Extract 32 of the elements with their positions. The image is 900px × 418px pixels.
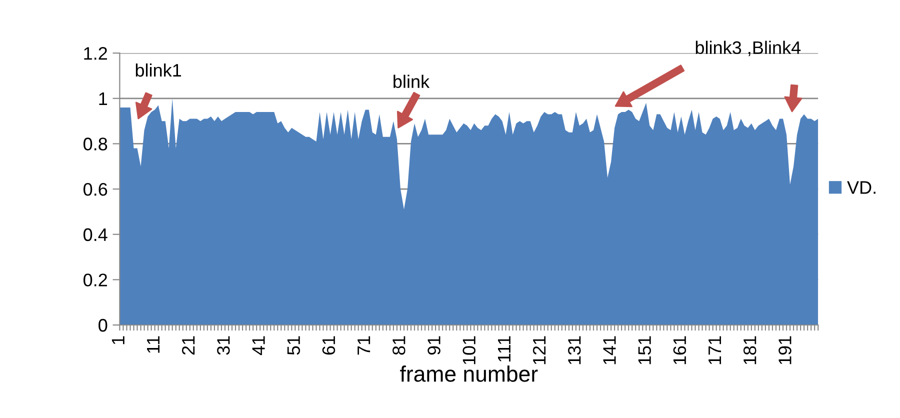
x-tick-label: 101 bbox=[462, 336, 476, 364]
x-tick-label: 91 bbox=[428, 336, 440, 355]
y-tick-label: 0.2 bbox=[84, 274, 107, 286]
x-tick-label: 41 bbox=[252, 336, 265, 356]
annotation: blink1 bbox=[136, 63, 182, 77]
x-tick-label: 1 bbox=[112, 336, 124, 344]
x-tick-label: 141 bbox=[603, 336, 616, 364]
x-tick-label: 11 bbox=[147, 336, 160, 353]
x-tick-label: 71 bbox=[358, 336, 370, 355]
x-tick-label: 21 bbox=[182, 336, 195, 355]
y-tick-label: 0.8 bbox=[84, 138, 108, 150]
x-tick-label: 81 bbox=[392, 336, 406, 355]
x-tick-label: 51 bbox=[287, 336, 300, 355]
legend-label: VD. bbox=[847, 181, 876, 194]
x-axis-title: frame number bbox=[400, 366, 538, 382]
x-tick-label: 131 bbox=[568, 336, 581, 364]
y-tick-label: 0 bbox=[98, 318, 108, 332]
annotation: blink bbox=[394, 74, 430, 88]
annotation: blink3 ,Blink4 bbox=[696, 40, 801, 56]
x-tick-label: 111 bbox=[498, 336, 510, 362]
x-tick-label: 171 bbox=[708, 336, 721, 364]
x-tick-label: 181 bbox=[743, 336, 756, 364]
x-tick-label: 161 bbox=[673, 336, 686, 364]
x-tick-label: 151 bbox=[638, 336, 651, 364]
x-tick-label: 31 bbox=[217, 336, 230, 355]
y-tick-label: 1 bbox=[99, 92, 108, 105]
y-tick-label: 0.6 bbox=[84, 182, 108, 196]
x-tick-label: 61 bbox=[322, 336, 336, 355]
x-tick-label: 121 bbox=[532, 336, 546, 364]
y-tick-label: 0.4 bbox=[84, 228, 108, 242]
y-tick-label: 1.2 bbox=[84, 47, 107, 60]
x-tick-label: 191 bbox=[778, 336, 792, 364]
